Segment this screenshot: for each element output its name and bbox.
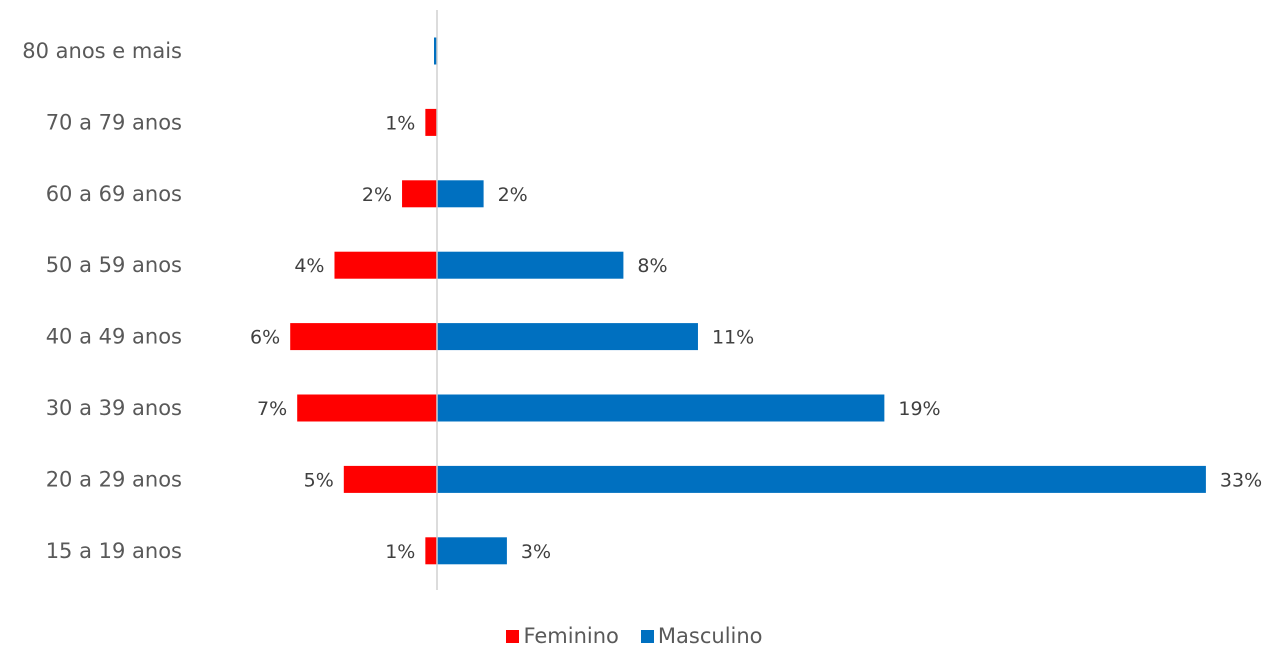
category-labels: 80 anos e mais 70 a 79 anos 60 a 69 anos 50… (22, 39, 182, 563)
legend-item-feminino: Feminino (506, 624, 619, 648)
category-label: 80 anos e mais (22, 39, 182, 63)
bar-masculino (437, 465, 1206, 493)
bar-feminino (402, 180, 437, 208)
bar-feminino (334, 251, 437, 279)
data-label-feminino: 5% (304, 469, 334, 491)
legend-swatch-feminino (506, 629, 520, 643)
data-label-feminino: 4% (294, 255, 324, 277)
legend-item-masculino: Masculino (640, 624, 763, 648)
data-label-masculino: 33% (1220, 469, 1262, 491)
data-label-masculino: 19% (898, 398, 940, 420)
data-label-feminino: 1% (385, 112, 415, 134)
bar-masculino (437, 251, 624, 279)
bar-masculino (437, 323, 698, 351)
legend-swatch-masculino (640, 629, 654, 643)
data-label-masculino: 11% (712, 327, 754, 349)
legend: Feminino Masculino (0, 624, 1269, 648)
category-label: 60 a 69 anos (46, 182, 182, 206)
bar-masculino (437, 180, 484, 208)
category-label: 30 a 39 anos (46, 396, 182, 420)
population-pyramid-chart: 80 anos e mais 70 a 79 anos 60 a 69 anos 50… (22, 10, 1262, 590)
masculino-bars (434, 37, 1206, 565)
category-label: 20 a 29 anos (46, 467, 182, 491)
bar-masculino (434, 37, 437, 65)
legend-label-masculino: Masculino (657, 624, 763, 648)
bar-masculino (437, 537, 507, 565)
data-label-masculino: 8% (637, 255, 667, 277)
data-label-feminino: 1% (385, 541, 415, 563)
legend-label-feminino: Feminino (523, 624, 619, 648)
feminino-bars (290, 108, 437, 565)
data-label-masculino: 2% (498, 184, 528, 206)
bar-feminino (290, 323, 437, 351)
bar-feminino (297, 394, 437, 422)
data-label-masculino: 3% (521, 541, 551, 563)
bar-masculino (437, 394, 885, 422)
bar-feminino (343, 465, 437, 493)
value-labels: 1% 2% 2% 4% 8% 6% 11% 7% 19% 5% 33% 1% 3% (250, 112, 1262, 562)
bar-feminino (425, 537, 437, 565)
category-label: 15 a 19 anos (46, 539, 182, 563)
category-label: 50 a 59 anos (46, 253, 182, 277)
bar-feminino (425, 108, 437, 136)
data-label-feminino: 7% (257, 398, 287, 420)
data-label-feminino: 6% (250, 327, 280, 349)
data-label-feminino: 2% (362, 184, 392, 206)
category-label: 40 a 49 anos (46, 325, 182, 349)
category-label: 70 a 79 anos (46, 110, 182, 134)
